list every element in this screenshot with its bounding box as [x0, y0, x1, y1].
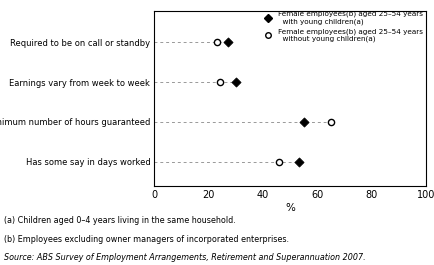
Point	[275, 160, 282, 164]
Point	[327, 120, 334, 124]
X-axis label: %: %	[285, 203, 295, 213]
Point	[216, 80, 223, 84]
Text: (a) Children aged 0–4 years living in the same household.: (a) Children aged 0–4 years living in th…	[4, 216, 236, 225]
Point	[213, 40, 220, 45]
Text: (b) Employees excluding owner managers of incorporated enterprises.: (b) Employees excluding owner managers o…	[4, 235, 289, 244]
Point	[294, 160, 301, 164]
Point	[300, 120, 307, 124]
Point	[232, 80, 239, 84]
Text: Source: ABS Survey of Employment Arrangements, Retirement and Superannuation 200: Source: ABS Survey of Employment Arrange…	[4, 253, 365, 262]
Point	[224, 40, 231, 45]
Legend: Female employees(b) aged 25–54 years
  with young children(a), Female employees(: Female employees(b) aged 25–54 years wit…	[260, 11, 422, 42]
